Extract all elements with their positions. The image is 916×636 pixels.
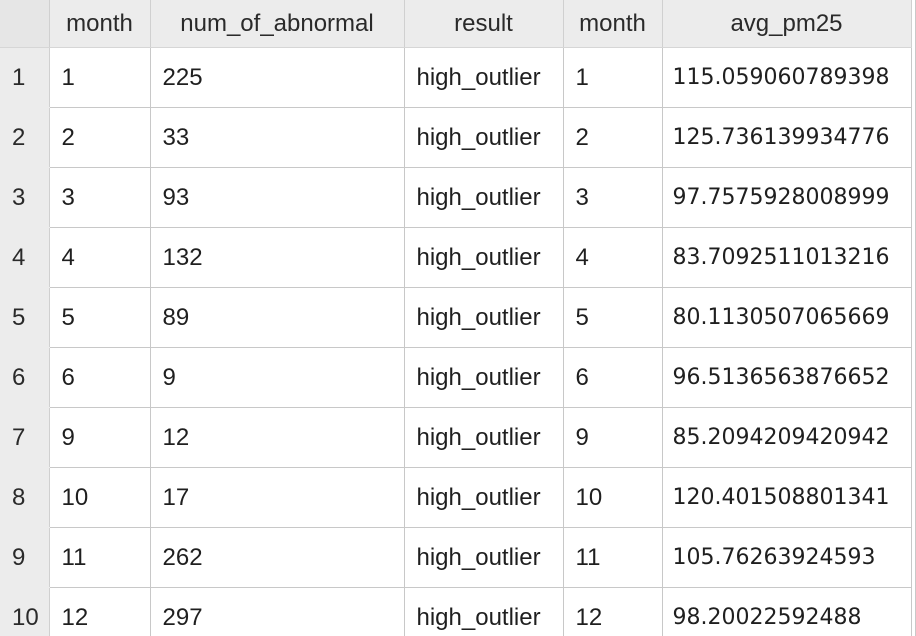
row-index[interactable]: 1: [0, 47, 50, 108]
row-index[interactable]: 7: [0, 407, 50, 468]
table-row[interactable]: 4 4 132 high_outlier 4 83.7092511013216: [0, 227, 912, 288]
cell-result[interactable]: high_outlier: [404, 407, 564, 468]
cell-result[interactable]: high_outlier: [404, 527, 564, 588]
column-header-month-2[interactable]: month: [563, 0, 663, 48]
cell-month[interactable]: 4: [49, 227, 151, 288]
header-row: month num_of_abnormal result month avg_p…: [0, 0, 912, 48]
table-row[interactable]: 8 10 17 high_outlier 10 120.401508801341: [0, 467, 912, 528]
cell-num-of-abnormal[interactable]: 132: [150, 227, 405, 288]
table-row[interactable]: 10 12 297 high_outlier 12 98.20022592488: [0, 587, 912, 636]
column-header-avg-pm25[interactable]: avg_pm25: [662, 0, 912, 48]
cell-avg-pm25[interactable]: 83.7092511013216: [662, 227, 912, 288]
cell-num-of-abnormal[interactable]: 262: [150, 527, 405, 588]
row-index[interactable]: 6: [0, 347, 50, 408]
cell-month[interactable]: 9: [49, 407, 151, 468]
cell-avg-pm25[interactable]: 115.059060789398: [662, 47, 912, 108]
cell-result[interactable]: high_outlier: [404, 47, 564, 108]
cell-avg-pm25[interactable]: 85.2094209420942: [662, 407, 912, 468]
cell-avg-pm25[interactable]: 120.401508801341: [662, 467, 912, 528]
row-index[interactable]: 10: [0, 587, 50, 636]
row-index[interactable]: 3: [0, 167, 50, 228]
cell-month-2[interactable]: 3: [563, 167, 663, 228]
cell-num-of-abnormal[interactable]: 33: [150, 107, 405, 168]
cell-avg-pm25[interactable]: 80.1130507065669: [662, 287, 912, 348]
cell-num-of-abnormal[interactable]: 89: [150, 287, 405, 348]
table-row[interactable]: 2 2 33 high_outlier 2 125.736139934776: [0, 107, 912, 168]
corner-cell[interactable]: [0, 0, 50, 48]
table-row[interactable]: 9 11 262 high_outlier 11 105.76263924593: [0, 527, 912, 588]
cell-num-of-abnormal[interactable]: 297: [150, 587, 405, 636]
cell-month[interactable]: 1: [49, 47, 151, 108]
cell-month[interactable]: 11: [49, 527, 151, 588]
row-index[interactable]: 5: [0, 287, 50, 348]
cell-month-2[interactable]: 6: [563, 347, 663, 408]
cell-num-of-abnormal[interactable]: 9: [150, 347, 405, 408]
table-row[interactable]: 3 3 93 high_outlier 3 97.7575928008999: [0, 167, 912, 228]
cell-avg-pm25[interactable]: 98.20022592488: [662, 587, 912, 636]
cell-avg-pm25[interactable]: 96.5136563876652: [662, 347, 912, 408]
cell-num-of-abnormal[interactable]: 17: [150, 467, 405, 528]
cell-result[interactable]: high_outlier: [404, 347, 564, 408]
table-row[interactable]: 7 9 12 high_outlier 9 85.2094209420942: [0, 407, 912, 468]
table-row[interactable]: 6 6 9 high_outlier 6 96.5136563876652: [0, 347, 912, 408]
row-index[interactable]: 9: [0, 527, 50, 588]
cell-result[interactable]: high_outlier: [404, 287, 564, 348]
column-header-result[interactable]: result: [404, 0, 564, 48]
cell-month-2[interactable]: 4: [563, 227, 663, 288]
cell-result[interactable]: high_outlier: [404, 107, 564, 168]
row-index[interactable]: 2: [0, 107, 50, 168]
cell-month-2[interactable]: 5: [563, 287, 663, 348]
cell-month[interactable]: 2: [49, 107, 151, 168]
column-header-num-of-abnormal[interactable]: num_of_abnormal: [150, 0, 405, 48]
row-index[interactable]: 4: [0, 227, 50, 288]
cell-avg-pm25[interactable]: 125.736139934776: [662, 107, 912, 168]
cell-month[interactable]: 3: [49, 167, 151, 228]
cell-result[interactable]: high_outlier: [404, 167, 564, 228]
cell-month[interactable]: 5: [49, 287, 151, 348]
cell-avg-pm25[interactable]: 105.76263924593: [662, 527, 912, 588]
cell-result[interactable]: high_outlier: [404, 587, 564, 636]
table-row[interactable]: 5 5 89 high_outlier 5 80.1130507065669: [0, 287, 912, 348]
cell-month[interactable]: 10: [49, 467, 151, 528]
cell-month-2[interactable]: 10: [563, 467, 663, 528]
cell-avg-pm25[interactable]: 97.7575928008999: [662, 167, 912, 228]
cell-num-of-abnormal[interactable]: 93: [150, 167, 405, 228]
cell-result[interactable]: high_outlier: [404, 467, 564, 528]
cell-result[interactable]: high_outlier: [404, 227, 564, 288]
cell-month[interactable]: 12: [49, 587, 151, 636]
table-row[interactable]: 1 1 225 high_outlier 1 115.059060789398: [0, 47, 912, 108]
row-index[interactable]: 8: [0, 467, 50, 528]
cell-month-2[interactable]: 11: [563, 527, 663, 588]
cell-month-2[interactable]: 1: [563, 47, 663, 108]
cell-month-2[interactable]: 12: [563, 587, 663, 636]
cell-month[interactable]: 6: [49, 347, 151, 408]
cell-month-2[interactable]: 9: [563, 407, 663, 468]
cell-month-2[interactable]: 2: [563, 107, 663, 168]
column-header-month[interactable]: month: [49, 0, 151, 48]
cell-num-of-abnormal[interactable]: 12: [150, 407, 405, 468]
cell-num-of-abnormal[interactable]: 225: [150, 47, 405, 108]
